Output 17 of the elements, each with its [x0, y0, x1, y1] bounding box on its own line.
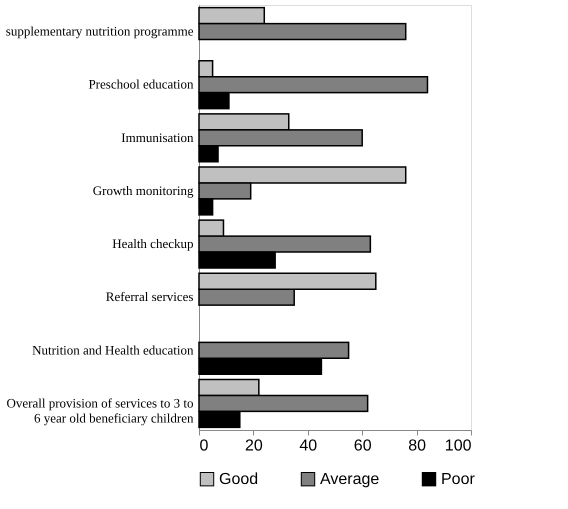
y-tick-label: Preschool education	[88, 76, 194, 92]
legend-label: Good	[219, 471, 258, 488]
x-tick-label: 20	[245, 438, 263, 454]
y-tick-label: Referral services	[106, 289, 194, 304]
x-tick-label: 80	[408, 438, 426, 454]
y-tick-label: Nutrition and Health education	[32, 342, 194, 358]
y-tick-label: Health checkup	[112, 236, 194, 252]
y-tick-label: Growth monitoring	[92, 182, 194, 198]
y-tick-label: Overall provision of services to 3 to 6 year old beneficiary children	[6, 395, 194, 426]
legend-label: Poor	[441, 471, 476, 488]
y-tick-label: Immunisation	[121, 130, 194, 145]
y-tick-label: supplementary nutrition programme	[6, 24, 194, 39]
legend-label: Average	[320, 471, 380, 488]
x-tick-label: 100	[444, 438, 472, 454]
x-tick-label: 40	[299, 438, 318, 454]
x-tick-label: 0	[200, 438, 208, 454]
x-tick-label: 60	[354, 438, 372, 454]
